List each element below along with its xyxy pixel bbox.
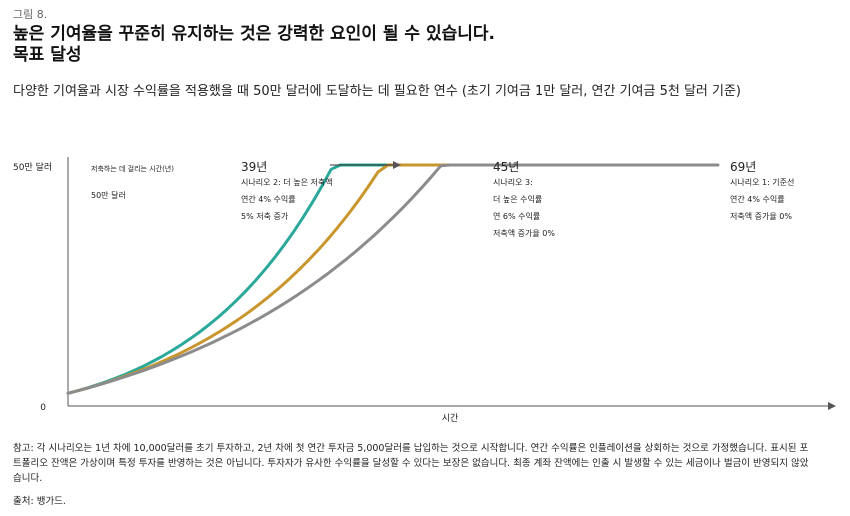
series-line-gap: [552, 224, 594, 249]
annotation-scenario1-line-3: 저축액 증가율 0%: [730, 211, 792, 221]
annotation-scenario1-line-0: 69년: [730, 160, 756, 174]
x-axis-label: 시간: [442, 413, 459, 424]
y-tick-label-0: 0: [40, 403, 46, 413]
inner-label-years: 저축하는 데 걸리는 시간(년): [91, 164, 174, 173]
series-line-scenario1: [66, 163, 720, 395]
annotation-scenario3-line-2: 더 높은 수익률: [493, 194, 542, 204]
chart-source: 출처: 뱅가드.: [13, 496, 66, 507]
annotation-scenario2-line-0: 39년: [241, 160, 267, 174]
annotation-scenario2-line-3: 5% 저축 증가: [241, 212, 289, 221]
inner-label-target: 50만 달러: [91, 191, 126, 200]
annotation-scenario1-line-1: 시나리오 1: 기준선: [730, 178, 794, 187]
annotation-scenario3-line-0: 45년: [493, 160, 519, 174]
y-tick-label-500k: 50만 달러: [13, 161, 52, 173]
annotation-scenario2-line-2: 연간 4% 수익률: [241, 194, 296, 204]
page-title: 높은 기여율을 꾸준히 유지하는 것은 강력한 요인이 될 수 있습니다. 목표…: [13, 24, 495, 66]
annotation-scenario2-line-1: 시나리오 2: 더 높은 저축액: [241, 177, 333, 187]
annotation-scenario3-line-4: 저축액 증가율 0%: [493, 228, 555, 238]
title-line-2: 목표 달성: [13, 45, 82, 65]
annotation-scenario3-line-3: 연 6% 수익률: [493, 211, 540, 221]
annotation-scenario3-line-1: 시나리오 3:: [493, 178, 533, 187]
figure-label: 그림 8.: [13, 8, 48, 21]
annotation-scenario1-line-2: 연간 4% 수익률: [730, 194, 785, 204]
title-line-1: 높은 기여율을 꾸준히 유지하는 것은 강력한 요인이 될 수 있습니다.: [13, 24, 496, 44]
chart-note: 참고: 각 시나리오는 1년 차에 10,000달러를 초기 투자하고, 2년 …: [13, 443, 809, 484]
chart-subtitle: 다양한 기여율과 시장 수익률을 적용했을 때 50만 달러에 도달하는 데 필…: [13, 84, 742, 99]
